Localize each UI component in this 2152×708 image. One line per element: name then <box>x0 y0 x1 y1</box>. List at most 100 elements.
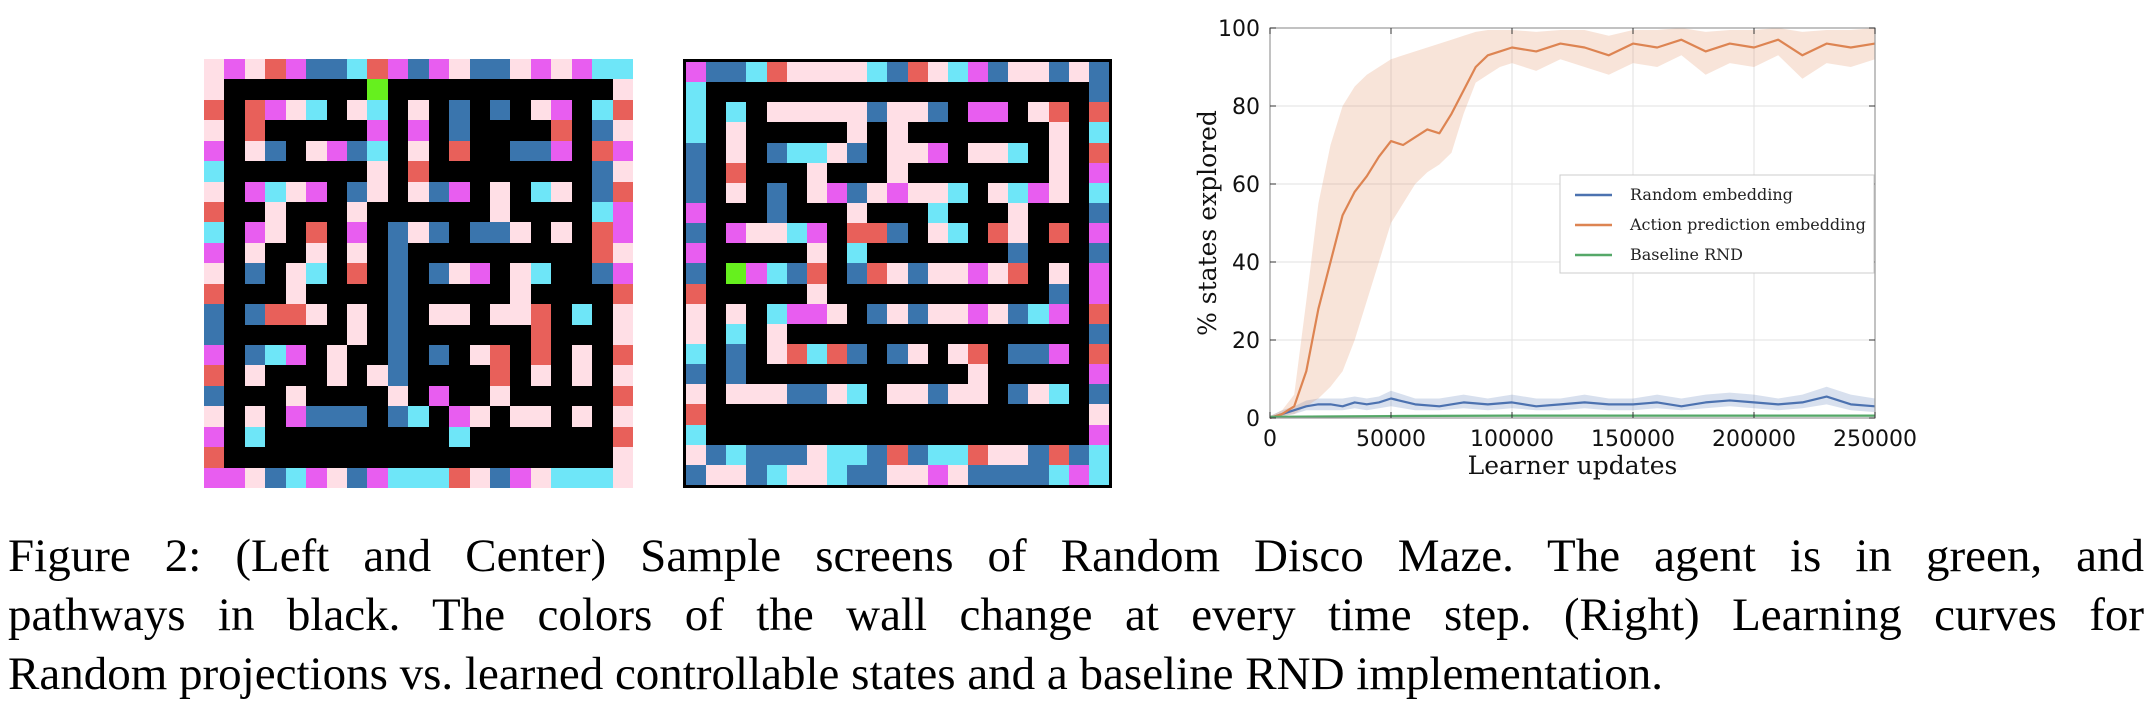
wall-cell <box>786 343 807 365</box>
pathway-cell <box>988 384 1009 405</box>
wall-cell <box>510 59 531 80</box>
pathway-cell <box>1068 384 1089 405</box>
wall-cell <box>367 161 388 182</box>
wall-cell <box>726 364 747 385</box>
wall-cell <box>1088 263 1109 284</box>
wall-cell <box>967 364 989 385</box>
caption-line-2: pathways in black. The colors of the wal… <box>8 589 2144 641</box>
pathway-cell <box>306 426 327 448</box>
pathway-cell <box>826 283 848 304</box>
pathway-cell <box>530 79 552 100</box>
pathway-cell <box>847 424 868 445</box>
wall-cell <box>285 304 307 325</box>
wall-cell <box>551 222 572 243</box>
pathway-cell <box>1048 243 1069 264</box>
pathway-cell <box>551 447 572 468</box>
pathway-cell <box>746 364 767 385</box>
pathway-cell <box>847 404 868 425</box>
wall-cell <box>204 365 225 386</box>
wall-cell <box>1028 303 1049 324</box>
pathway-cell <box>706 243 727 264</box>
wall-cell <box>686 283 707 304</box>
pathway-cell <box>265 324 286 345</box>
wall-cell <box>806 62 827 83</box>
pathway-cell <box>706 223 727 244</box>
wall-cell <box>1088 102 1109 123</box>
chart-ticks: 0 50000 100000 150000 200000 250000 0 20 40 60 80 1… <box>1218 17 1917 452</box>
wall-cell <box>1088 364 1109 385</box>
pathway-cell <box>706 404 727 425</box>
wall-cell <box>746 223 767 244</box>
wall-cell <box>306 181 327 202</box>
pathway-cell <box>551 324 572 345</box>
pathway-cell <box>224 79 245 100</box>
y-tick-label: 80 <box>1232 95 1260 120</box>
pathway-cell <box>706 142 727 163</box>
wall-cell <box>806 303 827 324</box>
legend-box <box>1559 174 1875 274</box>
pathway-cell <box>449 447 470 468</box>
wall-cell <box>612 161 633 182</box>
pathway-cell <box>746 122 767 143</box>
wall-cell <box>224 467 245 488</box>
pathway-cell <box>1068 202 1089 224</box>
wall-cell <box>204 222 225 243</box>
pathway-cell <box>285 79 307 100</box>
wall-cell <box>204 120 225 141</box>
wall-cell <box>907 464 928 485</box>
wall-cell <box>1008 464 1029 485</box>
wall-cell <box>988 142 1009 163</box>
pathway-cell <box>746 323 767 344</box>
wall-cell <box>806 142 827 163</box>
wall-cell <box>1028 182 1049 203</box>
wall-cell <box>306 467 327 488</box>
pathway-cell <box>706 303 727 324</box>
pathway-cell <box>224 304 245 325</box>
pathway-cell <box>766 243 787 264</box>
wall-cell <box>592 467 613 488</box>
wall-cell <box>244 59 266 80</box>
pathway-cell <box>530 120 552 141</box>
pathway-cell <box>988 243 1009 264</box>
pathway-cell <box>551 283 572 305</box>
pathway-cell <box>530 242 552 264</box>
pathway-cell <box>428 324 450 345</box>
pathway-cell <box>326 324 347 345</box>
wall-cell <box>204 263 225 284</box>
pathway-cell <box>786 364 807 385</box>
pathway-cell <box>867 162 888 183</box>
wall-cell <box>907 102 928 123</box>
wall-cell <box>1028 384 1049 405</box>
wall-cell <box>204 161 225 182</box>
pathway-cell <box>490 120 511 141</box>
wall-cell <box>408 120 429 141</box>
wall-cell <box>592 242 613 264</box>
pathway-cell <box>592 345 613 366</box>
wall-cell <box>490 99 511 121</box>
x-tick-label: 150000 <box>1591 427 1675 452</box>
wall-cell <box>1008 384 1029 405</box>
wall-cell <box>204 181 225 202</box>
pathway-cell <box>826 243 848 264</box>
pathway-cell <box>469 304 490 325</box>
chart-plot-frame <box>1269 27 1876 419</box>
wall-cell <box>592 140 613 162</box>
pathway-cell <box>706 384 727 405</box>
pathway-cell <box>367 263 388 284</box>
pathway-cell <box>347 447 368 468</box>
wall-cell <box>867 464 888 485</box>
pathway-cell <box>224 426 245 448</box>
action-prediction-embedding-line <box>1269 38 1876 420</box>
x-tick-label: 200000 <box>1712 427 1796 452</box>
wall-cell <box>265 202 286 223</box>
pathway-cell <box>847 323 868 344</box>
wall-cell <box>510 406 531 427</box>
pathway-cell <box>224 447 245 468</box>
pathway-cell <box>224 120 245 141</box>
pathway-cell <box>947 364 968 385</box>
wall-cell <box>766 303 787 324</box>
wall-cell <box>826 444 848 465</box>
pathway-cell <box>847 283 868 304</box>
pathway-cell <box>306 161 327 182</box>
wall-cell <box>1068 444 1089 465</box>
